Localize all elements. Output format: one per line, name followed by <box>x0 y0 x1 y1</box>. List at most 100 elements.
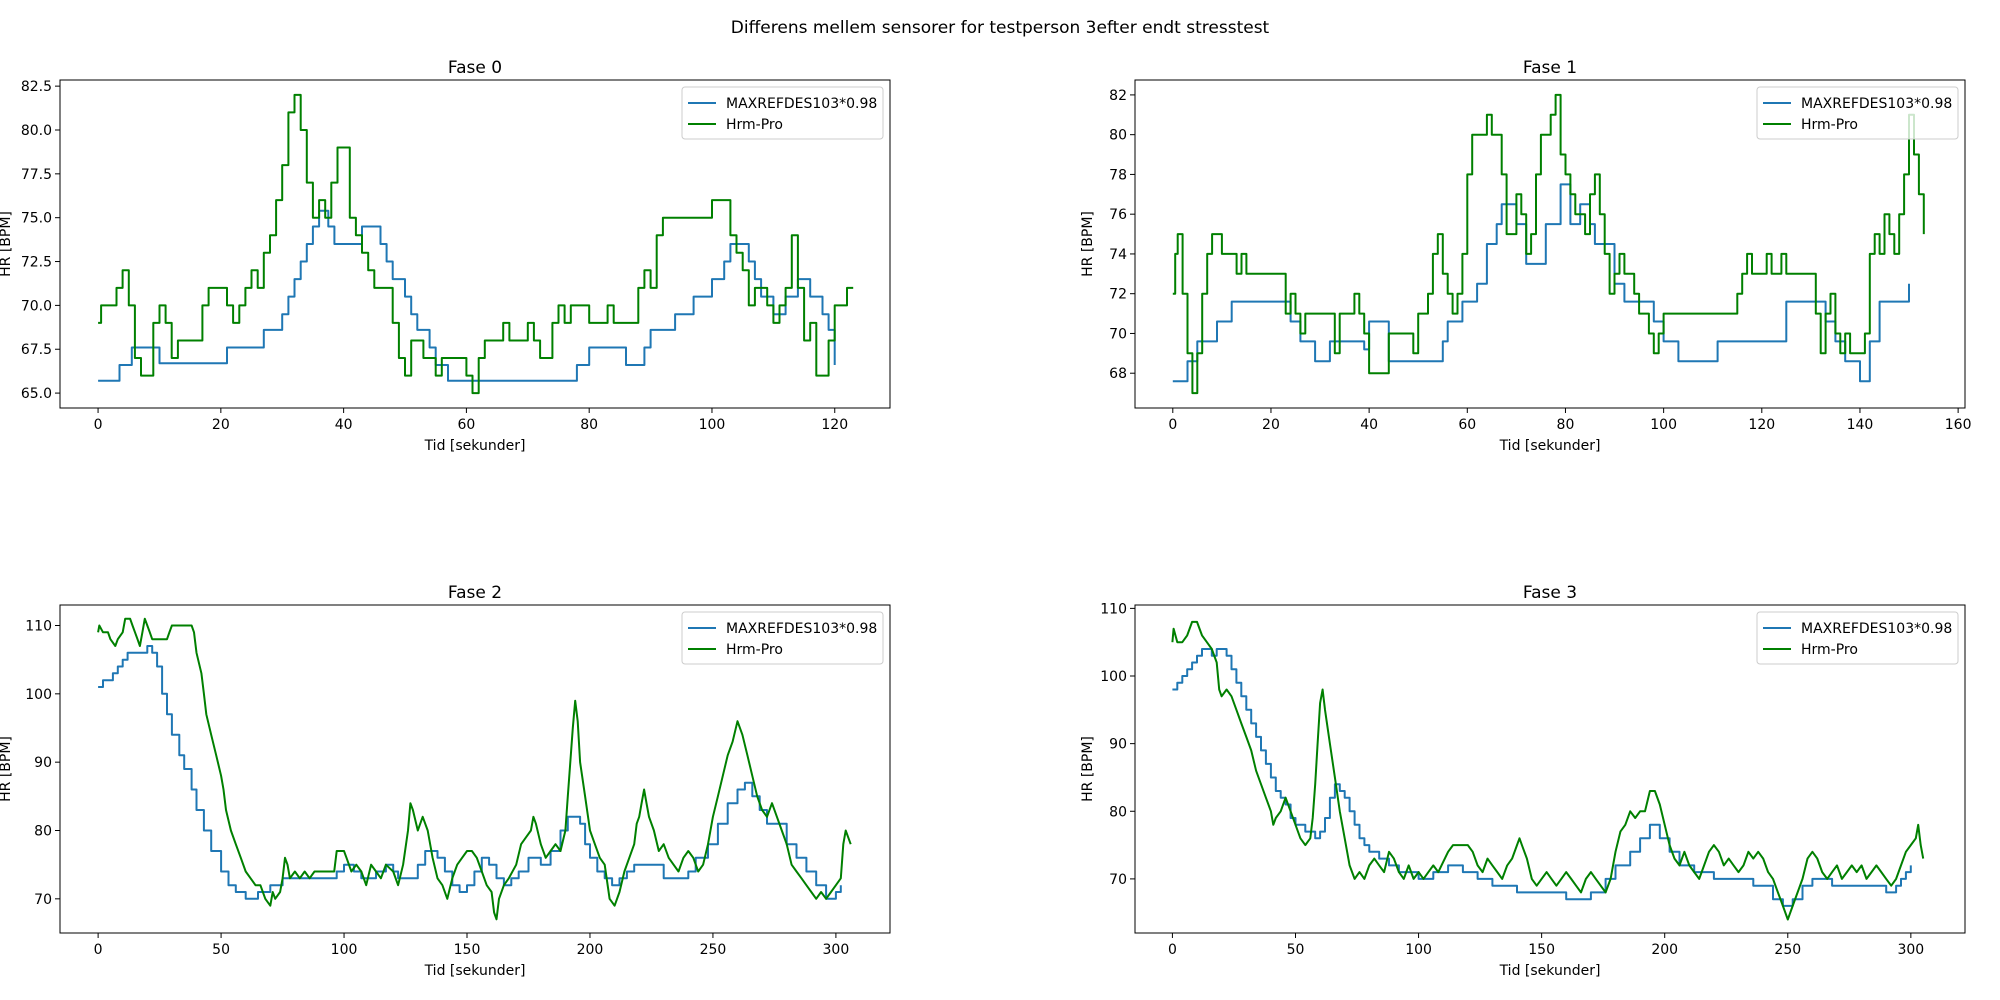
series-line-maxrefdes <box>98 209 836 382</box>
legend-box <box>1756 86 1959 140</box>
x-tick-label: 80 <box>1557 417 1575 433</box>
x-tick-label: 0 <box>1168 942 1177 958</box>
x-tick-label: 60 <box>1458 417 1476 433</box>
legend-label: MAXREFDES103*0.98 <box>1801 96 1952 112</box>
y-tick-label: 82 <box>1109 88 1127 104</box>
y-tick-label: 70 <box>1109 326 1127 342</box>
x-tick-label: 60 <box>457 417 475 433</box>
series-line-hrm-pro <box>98 93 854 395</box>
x-tick-label: 50 <box>1287 942 1305 958</box>
subplot-title: Fase 3 <box>1523 583 1577 603</box>
axes-frame <box>59 604 891 934</box>
series-line-maxrefdes <box>98 645 842 900</box>
y-tick-label: 75.0 <box>21 211 52 227</box>
legend: MAXREFDES103*0.98 Hrm-Pro <box>1756 86 1959 140</box>
y-tick-label: 82.5 <box>21 79 52 95</box>
series-line-hrm-pro <box>1171 620 1925 921</box>
x-tick-label: 20 <box>1262 417 1280 433</box>
x-axis-label: Tid [sekunder] <box>424 438 526 454</box>
x-tick-label: 200 <box>577 942 604 958</box>
y-tick-label: 65.0 <box>21 386 52 402</box>
legend-label: Hrm-Pro <box>1801 642 1858 658</box>
y-tick-label: 74 <box>1109 247 1127 263</box>
legend: MAXREFDES103*0.98 Hrm-Pro <box>681 611 884 665</box>
y-tick-label: 90 <box>34 755 52 771</box>
x-tick-label: 140 <box>1847 417 1874 433</box>
x-tick-label: 250 <box>700 942 727 958</box>
legend-label: Hrm-Pro <box>726 642 783 658</box>
x-tick-label: 160 <box>1945 417 1972 433</box>
x-tick-label: 300 <box>823 942 850 958</box>
x-tick-label: 200 <box>1651 942 1678 958</box>
x-tick-label: 250 <box>1774 942 1801 958</box>
x-tick-label: 0 <box>1168 417 1177 433</box>
axes-frame <box>1134 79 1966 409</box>
y-tick-label: 80 <box>34 824 52 840</box>
y-tick-label: 72 <box>1109 287 1127 303</box>
y-axis-label: HR [BPM] <box>1080 736 1096 802</box>
figure-suptitle: Differens mellem sensorer for testperson… <box>731 18 1270 38</box>
x-tick-label: 120 <box>821 417 848 433</box>
subplot-title: Fase 2 <box>448 583 502 603</box>
legend-label: Hrm-Pro <box>726 117 783 133</box>
y-tick-label: 70 <box>1109 872 1127 888</box>
x-tick-label: 150 <box>454 942 481 958</box>
series-line-maxrefdes <box>1172 183 1910 383</box>
x-tick-label: 300 <box>1897 942 1924 958</box>
subplot-2: 0 50 100 150 200 250 300 70 80 90 100 110 Tid [sekun… <box>0 583 891 979</box>
x-tick-label: 40 <box>335 417 353 433</box>
axes-frame <box>59 79 891 409</box>
x-tick-label: 0 <box>94 417 103 433</box>
x-axis-label: Tid [sekunder] <box>1499 438 1601 454</box>
x-tick-label: 100 <box>1405 942 1432 958</box>
legend-label: MAXREFDES103*0.98 <box>1801 621 1952 637</box>
y-axis-label: HR [BPM] <box>0 736 14 802</box>
y-tick-label: 78 <box>1109 167 1127 183</box>
y-tick-label: 70 <box>34 892 52 908</box>
x-tick-label: 20 <box>212 417 230 433</box>
legend-label: MAXREFDES103*0.98 <box>726 621 877 637</box>
y-tick-label: 80 <box>1109 128 1127 144</box>
subplot-1: 0 20 40 60 80 100 120 140 160 68 70 72 74 76 78 80 82 Tid… <box>1080 58 1971 454</box>
y-tick-label: 100 <box>1100 669 1127 685</box>
y-tick-label: 72.5 <box>21 255 52 271</box>
x-tick-label: 80 <box>580 417 598 433</box>
subplot-title: Fase 1 <box>1523 58 1577 78</box>
legend-box <box>1756 611 1959 665</box>
x-tick-label: 40 <box>1360 417 1378 433</box>
x-tick-label: 100 <box>699 417 726 433</box>
y-tick-label: 70.0 <box>21 298 52 314</box>
y-tick-label: 80 <box>1109 804 1127 820</box>
x-axis-label: Tid [sekunder] <box>424 963 526 979</box>
y-tick-label: 77.5 <box>21 167 52 183</box>
legend-label: MAXREFDES103*0.98 <box>726 96 877 112</box>
legend: MAXREFDES103*0.98 Hrm-Pro <box>1756 611 1959 665</box>
y-axis-label: HR [BPM] <box>0 211 14 277</box>
legend-box <box>681 611 884 665</box>
x-tick-label: 0 <box>94 942 103 958</box>
axes-frame <box>1134 604 1966 934</box>
legend: MAXREFDES103*0.98 Hrm-Pro <box>681 86 884 140</box>
x-tick-label: 150 <box>1528 942 1555 958</box>
y-tick-label: 76 <box>1109 207 1127 223</box>
subplot-3: 0 50 100 150 200 250 300 70 80 90 100 110 Tid [sekun… <box>1080 583 1966 979</box>
series-line-maxrefdes <box>1172 648 1912 907</box>
x-tick-label: 120 <box>1748 417 1775 433</box>
series-line-hrm-pro <box>97 617 852 921</box>
x-tick-label: 100 <box>331 942 358 958</box>
subplot-0: 0 20 40 60 80 100 120 65.0 67.5 70.0 72.5 75.0 77.5 8… <box>0 58 891 454</box>
series-line-hrm-pro <box>1172 93 1925 395</box>
legend-box <box>681 86 884 140</box>
y-tick-label: 110 <box>25 619 52 635</box>
x-tick-label: 50 <box>212 942 230 958</box>
legend-label: Hrm-Pro <box>1801 117 1858 133</box>
y-tick-label: 110 <box>1100 601 1127 617</box>
x-axis-label: Tid [sekunder] <box>1499 963 1601 979</box>
y-tick-label: 67.5 <box>21 342 52 358</box>
x-tick-label: 100 <box>1650 417 1677 433</box>
y-tick-label: 100 <box>25 687 52 703</box>
y-axis-label: HR [BPM] <box>1080 211 1096 277</box>
y-tick-label: 80.0 <box>21 123 52 139</box>
subplot-title: Fase 0 <box>448 58 502 78</box>
y-tick-label: 90 <box>1109 737 1127 753</box>
